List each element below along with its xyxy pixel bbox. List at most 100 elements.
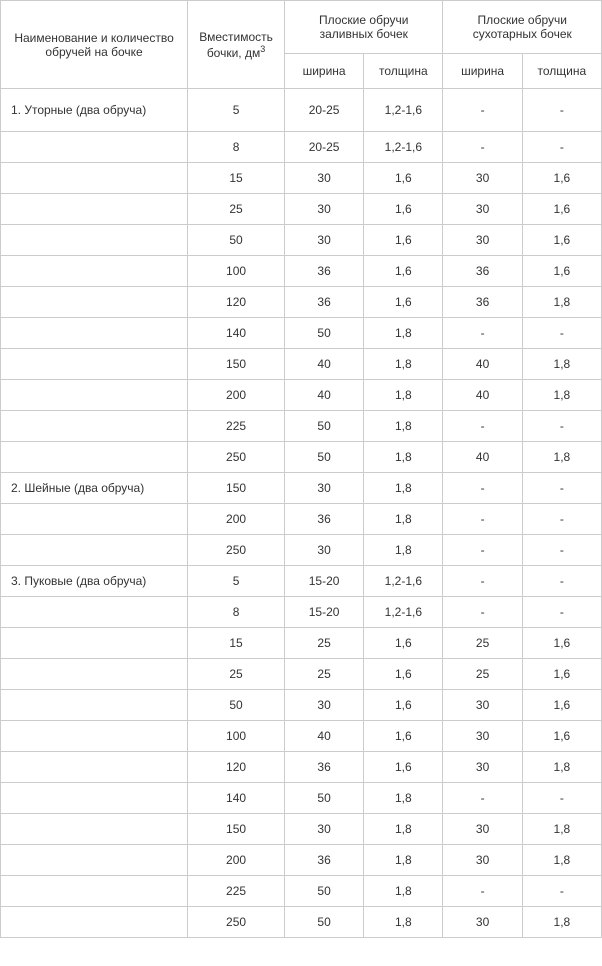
- dry-width-cell: -: [443, 566, 522, 597]
- dry-thickness-cell: 1,8: [522, 380, 601, 411]
- table-header: Наименование и количество обручей на боч…: [1, 1, 602, 89]
- dry-thickness-cell: 1,8: [522, 349, 601, 380]
- wet-width-cell: 50: [284, 318, 363, 349]
- table-row: 225501,8--: [1, 876, 602, 907]
- dry-thickness-cell: 1,8: [522, 752, 601, 783]
- row-label-cell: [1, 349, 188, 380]
- dry-thickness-cell: 1,6: [522, 163, 601, 194]
- wet-width-cell: 40: [284, 349, 363, 380]
- table-body: 1. Уторные (два обруча)520-251,2-1,6-- 8…: [1, 89, 602, 938]
- header-row-1: Наименование и количество обручей на боч…: [1, 1, 602, 54]
- wet-width-cell: 50: [284, 442, 363, 473]
- wet-thickness-cell: 1,6: [364, 287, 443, 318]
- wet-width-cell: 20-25: [284, 89, 363, 132]
- wet-width-cell: 30: [284, 814, 363, 845]
- table-row: 25251,6251,6: [1, 659, 602, 690]
- wet-thickness-cell: 1,6: [364, 256, 443, 287]
- wet-thickness-cell: 1,6: [364, 194, 443, 225]
- dry-thickness-cell: 1,6: [522, 721, 601, 752]
- capacity-cell: 100: [188, 721, 285, 752]
- wet-width-cell: 15-20: [284, 597, 363, 628]
- table-row: 140501,8--: [1, 783, 602, 814]
- wet-thickness-cell: 1,2-1,6: [364, 132, 443, 163]
- table-row: 250301,8--: [1, 535, 602, 566]
- wet-thickness-cell: 1,6: [364, 752, 443, 783]
- dry-thickness-cell: 1,8: [522, 907, 601, 938]
- dry-width-cell: -: [443, 597, 522, 628]
- row-label-cell: [1, 194, 188, 225]
- capacity-cell: 225: [188, 411, 285, 442]
- table-row: 15251,6251,6: [1, 628, 602, 659]
- capacity-cell: 50: [188, 225, 285, 256]
- hoops-table: Наименование и количество обручей на боч…: [0, 0, 602, 938]
- row-label-cell: [1, 597, 188, 628]
- capacity-cell: 5: [188, 566, 285, 597]
- wet-thickness-cell: 1,8: [364, 783, 443, 814]
- dry-width-cell: 30: [443, 907, 522, 938]
- wet-thickness-cell: 1,6: [364, 690, 443, 721]
- wet-width-cell: 25: [284, 628, 363, 659]
- wet-thickness-cell: 1,6: [364, 628, 443, 659]
- row-label-cell: [1, 721, 188, 752]
- header-dry-thickness: толщина: [522, 54, 601, 89]
- dry-width-cell: 40: [443, 380, 522, 411]
- table-row: 200361,8301,8: [1, 845, 602, 876]
- dry-thickness-cell: -: [522, 89, 601, 132]
- wet-thickness-cell: 1,6: [364, 163, 443, 194]
- capacity-cell: 8: [188, 132, 285, 163]
- wet-thickness-cell: 1,8: [364, 442, 443, 473]
- wet-thickness-cell: 1,2-1,6: [364, 597, 443, 628]
- dry-thickness-cell: -: [522, 535, 601, 566]
- row-label-cell: [1, 690, 188, 721]
- dry-width-cell: 30: [443, 690, 522, 721]
- row-label-cell: [1, 752, 188, 783]
- header-capacity-sup: 3: [260, 44, 265, 54]
- capacity-cell: 150: [188, 814, 285, 845]
- row-label-cell: [1, 535, 188, 566]
- capacity-cell: 25: [188, 194, 285, 225]
- wet-thickness-cell: 1,8: [364, 473, 443, 504]
- row-label-cell: [1, 256, 188, 287]
- capacity-cell: 15: [188, 628, 285, 659]
- capacity-cell: 250: [188, 907, 285, 938]
- dry-thickness-cell: -: [522, 318, 601, 349]
- wet-width-cell: 40: [284, 380, 363, 411]
- header-flat-wet: Плоские обручи заливных бочек: [284, 1, 443, 54]
- table-row: 150301,8301,8: [1, 814, 602, 845]
- row-label-cell: [1, 504, 188, 535]
- dry-width-cell: 30: [443, 163, 522, 194]
- capacity-cell: 225: [188, 876, 285, 907]
- dry-width-cell: -: [443, 132, 522, 163]
- capacity-cell: 25: [188, 659, 285, 690]
- dry-width-cell: 36: [443, 256, 522, 287]
- table-row: 120361,6361,8: [1, 287, 602, 318]
- wet-thickness-cell: 1,6: [364, 659, 443, 690]
- dry-width-cell: -: [443, 89, 522, 132]
- dry-thickness-cell: -: [522, 566, 601, 597]
- row-label-cell: [1, 876, 188, 907]
- table-row: 2. Шейные (два обруча)150301,8--: [1, 473, 602, 504]
- header-flat-dry: Плоские обручи сухотарных бочек: [443, 1, 602, 54]
- wet-width-cell: 30: [284, 535, 363, 566]
- row-label-cell: [1, 132, 188, 163]
- dry-width-cell: 40: [443, 442, 522, 473]
- table-row: 3. Пуковые (два обруча)515-201,2-1,6--: [1, 566, 602, 597]
- capacity-cell: 100: [188, 256, 285, 287]
- capacity-cell: 15: [188, 163, 285, 194]
- table-row: 250501,8401,8: [1, 442, 602, 473]
- capacity-cell: 150: [188, 473, 285, 504]
- dry-thickness-cell: -: [522, 504, 601, 535]
- wet-width-cell: 30: [284, 225, 363, 256]
- dry-thickness-cell: -: [522, 132, 601, 163]
- dry-thickness-cell: 1,6: [522, 225, 601, 256]
- dry-thickness-cell: -: [522, 876, 601, 907]
- dry-width-cell: -: [443, 318, 522, 349]
- header-wet-width: ширина: [284, 54, 363, 89]
- row-label-cell: [1, 659, 188, 690]
- wet-width-cell: 30: [284, 473, 363, 504]
- wet-thickness-cell: 1,2-1,6: [364, 89, 443, 132]
- header-capacity: Вместимость бочки, дм3: [188, 1, 285, 89]
- dry-width-cell: 25: [443, 659, 522, 690]
- capacity-cell: 140: [188, 318, 285, 349]
- row-label-cell: 1. Уторные (два обруча): [1, 89, 188, 132]
